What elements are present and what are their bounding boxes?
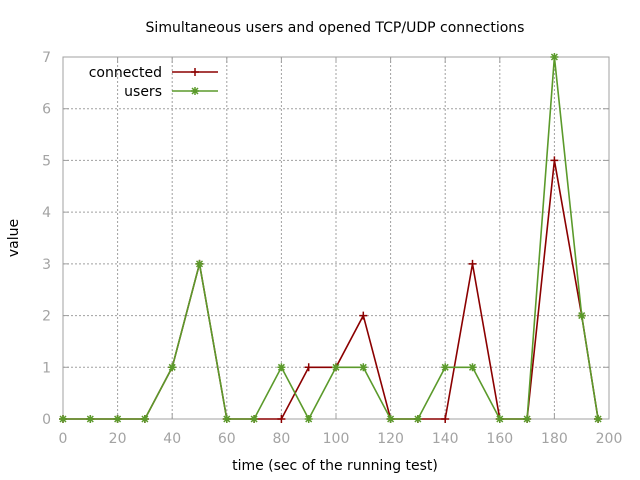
x-tick-label: 140	[432, 431, 459, 447]
x-tick-label: 100	[323, 431, 350, 447]
data-point-users	[386, 415, 395, 423]
data-point-connected	[441, 415, 450, 423]
data-point-users	[168, 363, 177, 372]
data-point-users	[59, 415, 67, 423]
data-point-users	[413, 415, 422, 423]
chart-title: Simultaneous users and opened TCP/UDP co…	[146, 20, 525, 36]
legend-label-users: users	[124, 84, 162, 100]
y-tick-label: 0	[42, 412, 51, 428]
data-point-connected	[550, 156, 559, 165]
y-tick-label: 6	[42, 102, 51, 118]
data-point-users	[594, 415, 603, 423]
data-point-users	[222, 415, 231, 423]
data-point-users	[250, 415, 259, 423]
y-tick-label: 3	[42, 257, 51, 273]
x-tick-label: 180	[541, 431, 568, 447]
data-point-users	[441, 363, 450, 372]
legend-label-connected: connected	[89, 65, 162, 81]
series-group	[59, 53, 603, 423]
x-axis-label: time (sec of the running test)	[232, 458, 438, 474]
x-tick-label: 80	[272, 431, 290, 447]
data-point-users	[304, 415, 313, 423]
y-tick-label: 7	[42, 50, 51, 66]
x-tick-label: 120	[377, 431, 404, 447]
data-point-users	[277, 363, 286, 372]
y-tick-label: 2	[42, 309, 51, 325]
data-point-users	[495, 415, 504, 423]
data-point-connected	[359, 311, 368, 320]
data-point-users	[332, 363, 340, 372]
series-line-users	[63, 56, 599, 421]
x-tick-label: 20	[109, 431, 127, 447]
data-point-users	[113, 415, 122, 423]
series-users	[59, 53, 603, 423]
series-line-connected	[63, 160, 599, 420]
data-point-users	[195, 259, 204, 268]
series-connected	[59, 156, 603, 423]
y-tick-label: 1	[42, 360, 51, 376]
legend-marker-users	[191, 87, 199, 95]
data-point-users	[140, 415, 149, 423]
data-point-connected	[468, 259, 477, 268]
legend: connected users	[89, 65, 218, 100]
data-point-users	[468, 363, 477, 372]
x-tick-label: 60	[218, 431, 236, 447]
data-point-users	[577, 311, 586, 320]
data-point-users	[86, 415, 95, 423]
data-point-users	[523, 415, 532, 423]
x-tick-label: 40	[163, 431, 181, 447]
data-point-users	[359, 363, 368, 372]
data-point-connected	[304, 363, 313, 372]
x-tick-label: 200	[596, 431, 623, 447]
axis-ticks: 0 20 40 60 80 100 120 140 160 180 200 0 1 2 3 4 5 6 7	[42, 50, 622, 447]
x-tick-label: 160	[486, 431, 513, 447]
x-tick-label: 0	[59, 431, 68, 447]
data-point-users	[550, 53, 559, 61]
legend-marker-connected	[191, 68, 199, 76]
y-tick-label: 4	[42, 205, 51, 221]
y-tick-label: 5	[42, 153, 51, 169]
data-point-connected	[277, 415, 286, 423]
y-axis-label: value	[6, 219, 22, 257]
